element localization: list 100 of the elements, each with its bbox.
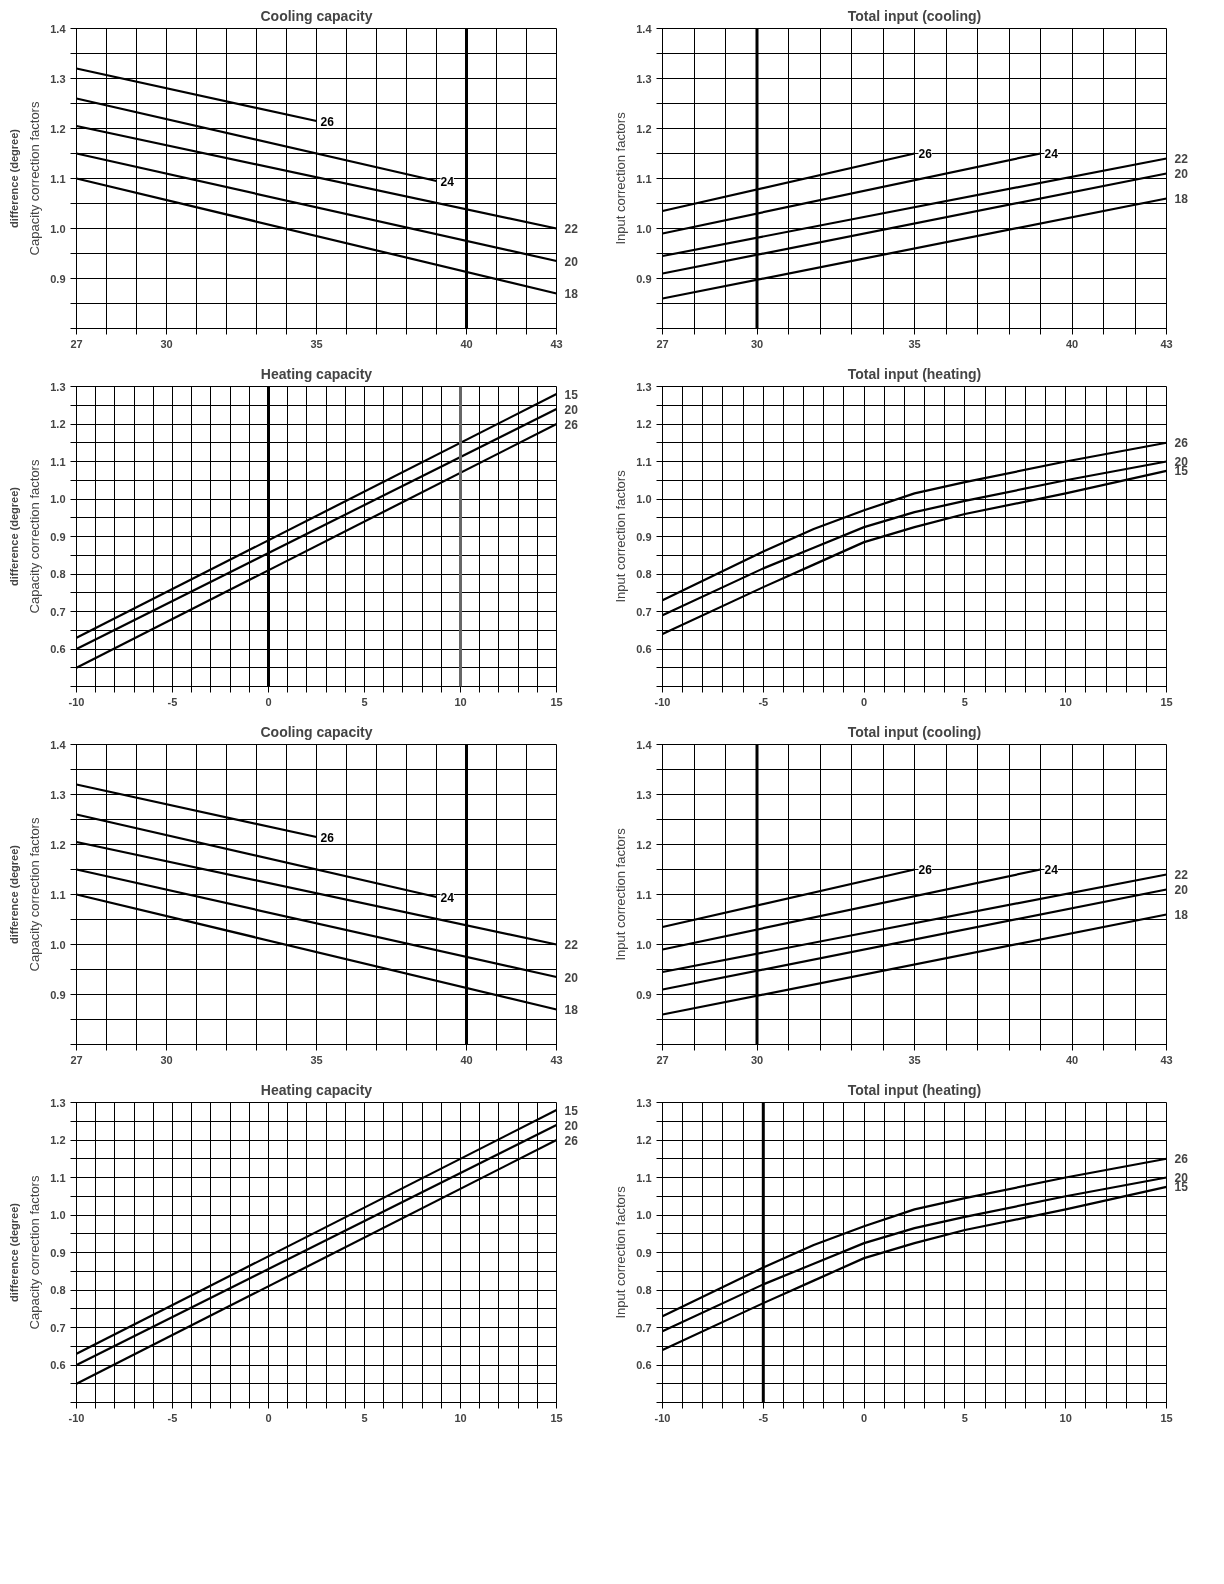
x-tick-label: 35 [908, 1053, 921, 1066]
y-tick-label: 0.9 [50, 530, 66, 543]
chart-title: Heating capacity [260, 365, 373, 382]
x-tick-label: 27 [656, 337, 669, 350]
x-tick-label: 35 [310, 1053, 323, 1066]
x-tick-label: 15 [550, 695, 563, 708]
y-tick-label: 0.6 [50, 1359, 66, 1371]
y-tick-label: 1.1 [50, 455, 66, 468]
y-tick-label: 1.3 [636, 1096, 652, 1109]
series-label: 22 [1174, 868, 1189, 882]
chart-title: Cooling capacity [260, 7, 373, 24]
x-tick-label: 27 [70, 1053, 83, 1066]
series-label: 15 [564, 387, 579, 402]
x-tick-label: 15 [1160, 1411, 1173, 1424]
y-tick-label: 1.0 [636, 1209, 652, 1221]
y-axis-title: Capacity correction factors [27, 817, 43, 972]
x-tick-label: 0 [861, 695, 868, 708]
y-tick-label: 1.4 [50, 738, 67, 751]
x-tick-label: 5 [961, 1411, 968, 1424]
x-tick-label: -10 [68, 1411, 85, 1424]
x-tick-label: -5 [758, 1411, 769, 1424]
y-tick-label: 1.4 [50, 22, 67, 35]
x-tick-label: 43 [550, 337, 563, 350]
x-tick-label: 35 [908, 337, 921, 350]
series-label: 26 [320, 830, 335, 845]
series-label: 18 [1174, 192, 1189, 206]
x-tick-label: 30 [750, 337, 764, 350]
y-tick-label: 1.2 [50, 838, 66, 851]
x-tick-label: -10 [68, 695, 85, 708]
y-tick-label: 0.6 [636, 1359, 652, 1371]
y-tick-label: 1.3 [636, 72, 652, 85]
y-axis-title: Input correction factors [613, 1185, 629, 1319]
y-tick-label: 1.0 [50, 938, 66, 951]
series-label: 18 [564, 1003, 579, 1017]
y-axis-title: Input correction factors [613, 469, 629, 603]
y-axis-title: Capacity correction factors [27, 101, 43, 256]
y-tick-label: 1.1 [636, 1171, 652, 1184]
series-label: 15 [564, 1103, 579, 1118]
y-axis-title: Capacity correction factors [27, 459, 43, 614]
x-tick-label: 0 [861, 1411, 868, 1424]
x-tick-label: 30 [750, 1053, 764, 1066]
y-tick-label: 1.1 [636, 888, 652, 901]
series-label: 20 [1174, 455, 1189, 469]
y-tick-label: 1.3 [50, 1096, 66, 1109]
y-tick-label: 1.1 [50, 888, 66, 901]
x-tick-label: 5 [361, 1411, 368, 1424]
y-axis-title: Input correction factors [613, 827, 629, 961]
x-tick-label: -5 [167, 1411, 178, 1424]
x-tick-label: 30 [160, 1053, 173, 1066]
y-tick-label: 0.8 [636, 568, 652, 580]
y-tick-label: 0.7 [636, 1321, 652, 1334]
y-tick-label: 1.2 [636, 838, 652, 851]
series-label: 26 [918, 147, 933, 161]
series-label: 18 [564, 287, 579, 301]
series-label: 20 [1174, 883, 1189, 897]
y-tick-label: 1.0 [50, 222, 66, 235]
y-tick-label: 1.1 [50, 172, 66, 185]
x-tick-label: 43 [1160, 1053, 1173, 1066]
text: difference (degree) [7, 486, 20, 587]
x-tick-label: 10 [454, 695, 467, 708]
y-tick-label: 0.9 [50, 272, 66, 285]
x-tick-label: 27 [70, 337, 83, 350]
y-tick-label: 1.2 [636, 418, 652, 430]
x-tick-label: 15 [1160, 695, 1173, 708]
chart-title: Total input (heating) [847, 1081, 982, 1098]
text: difference (degree) [7, 128, 20, 229]
x-tick-label: 10 [1059, 695, 1072, 708]
y-tick-label: 1.2 [636, 1134, 652, 1146]
x-tick-label: -5 [758, 695, 769, 708]
chart-title: Cooling capacity [260, 723, 373, 740]
text: difference (degree) [7, 1202, 20, 1303]
x-tick-label: -5 [167, 695, 178, 708]
y-tick-label: 1.1 [636, 172, 652, 185]
series-label: 22 [1174, 152, 1189, 166]
x-tick-label: -10 [654, 1411, 671, 1424]
series-label: 20 [564, 1118, 579, 1133]
x-tick-label: 35 [310, 337, 323, 350]
series-label: 24 [440, 174, 455, 189]
x-tick-label: 40 [460, 337, 473, 350]
y-tick-label: 1.1 [50, 1171, 66, 1184]
series-label: 24 [440, 890, 455, 905]
y-tick-label: 1.4 [636, 738, 653, 751]
y-tick-label: 0.8 [50, 568, 66, 580]
series-label: 20 [564, 970, 579, 985]
x-tick-label: 0 [265, 695, 272, 708]
chart-title: Total input (cooling) [847, 723, 982, 740]
x-tick-label: 30 [160, 337, 173, 350]
chart-title: Total input (heating) [847, 365, 982, 382]
y-tick-label: 1.2 [50, 122, 66, 135]
series-label: 20 [564, 254, 579, 269]
series-label: 26 [320, 114, 335, 129]
text: difference (degree) [7, 844, 20, 945]
x-tick-label: 40 [1065, 1053, 1079, 1066]
series-label: 20 [1174, 167, 1189, 181]
y-tick-label: 0.9 [636, 1246, 652, 1259]
series-label: 26 [564, 1133, 579, 1148]
series-label: 18 [1174, 908, 1189, 922]
series-label: 22 [564, 222, 579, 236]
y-tick-label: 0.6 [50, 643, 66, 655]
y-tick-label: 1.0 [50, 1209, 66, 1221]
